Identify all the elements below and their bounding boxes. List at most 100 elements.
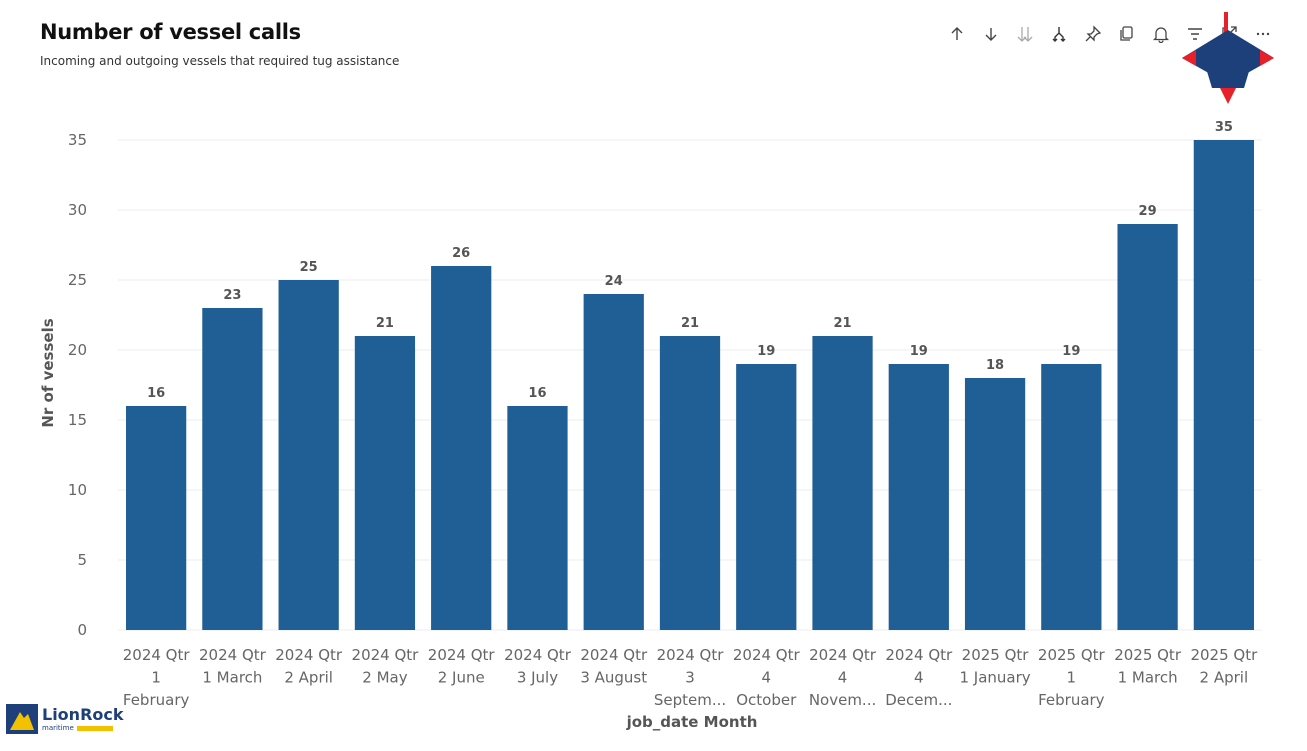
data-label: 35 <box>1215 120 1233 135</box>
data-label: 18 <box>986 358 1004 373</box>
x-tick-line: Decem... <box>885 691 952 709</box>
bell-icon[interactable] <box>1144 22 1178 46</box>
bar[interactable] <box>659 336 721 630</box>
logo-accent-bar <box>76 725 113 731</box>
data-label: 26 <box>452 246 470 261</box>
x-tick-line: 3 <box>685 669 695 687</box>
x-tick-label: 2025 Qtr 1 February <box>1038 646 1106 709</box>
data-label: 21 <box>681 316 699 331</box>
arrow-down-icon[interactable] <box>974 22 1008 46</box>
x-tick-label: 2024 Qtr 2 April <box>275 646 343 687</box>
x-tick-line: 2024 Qtr <box>275 646 343 664</box>
copy-icon[interactable] <box>1110 22 1144 46</box>
bar[interactable] <box>1117 224 1178 630</box>
data-label: 25 <box>300 260 318 275</box>
logo-name: LionRock <box>42 705 124 724</box>
bar[interactable] <box>507 406 568 630</box>
x-tick-line: Novem... <box>809 691 876 709</box>
x-axis-label: job_date Month <box>626 713 758 731</box>
x-tick-line: 1 January <box>959 669 1030 687</box>
bar[interactable] <box>812 336 873 630</box>
x-tick-line: 4 <box>761 669 771 687</box>
bar[interactable] <box>278 280 339 630</box>
bar[interactable] <box>202 308 263 630</box>
data-label: 19 <box>757 344 775 359</box>
bar[interactable] <box>431 266 492 630</box>
x-tick-line: Septem... <box>654 691 726 709</box>
x-tick-line: 2 May <box>362 669 407 687</box>
x-axis-ticks: 2024 Qtr 1 February 2024 Qtr 1 March 2024 Qtr… <box>123 646 1258 709</box>
lionrock-logo: LionRock maritime <box>6 704 124 734</box>
x-tick-line: 1 <box>151 669 161 687</box>
data-label: 29 <box>1139 204 1157 219</box>
x-tick-label: 2024 Qtr 3 August <box>580 646 648 687</box>
logo-sub: maritime <box>42 724 74 732</box>
x-tick-label: 2024 Qtr 2 June <box>428 646 496 687</box>
bar[interactable] <box>1041 364 1102 630</box>
x-tick-line: 2024 Qtr <box>809 646 877 664</box>
x-tick-line: 2 April <box>1200 669 1249 687</box>
bar[interactable] <box>964 378 1026 630</box>
x-tick-line: 2 April <box>284 669 333 687</box>
bar[interactable] <box>888 364 949 630</box>
x-tick-label: 2024 Qtr 4 October <box>733 646 801 709</box>
x-tick-line: 2024 Qtr <box>657 646 725 664</box>
chart-subtitle: Incoming and outgoing vessels that requi… <box>40 54 400 68</box>
x-tick-line: 2024 Qtr <box>885 646 953 664</box>
bar[interactable] <box>126 406 187 630</box>
filter-icon[interactable] <box>1178 22 1212 46</box>
bar[interactable] <box>1193 140 1254 630</box>
data-labels: 16 23 25 21 26 16 24 21 19 21 19 18 19 29 35 <box>147 120 1233 401</box>
bar[interactable] <box>583 294 644 630</box>
more-options-icon[interactable] <box>1246 22 1280 46</box>
x-tick-label: 2025 Qtr 1 March <box>1114 646 1182 687</box>
x-tick-line: 2025 Qtr <box>1190 646 1258 664</box>
data-label: 21 <box>376 316 394 331</box>
x-tick-line: 3 July <box>517 669 558 687</box>
x-tick-label: 2024 Qtr 4 Novem... <box>809 646 877 709</box>
x-tick-line: 1 March <box>202 669 262 687</box>
y-tick-label: 20 <box>68 341 87 359</box>
bar[interactable] <box>354 336 416 630</box>
y-tick-label: 0 <box>77 621 87 639</box>
x-tick-line: 2024 Qtr <box>733 646 801 664</box>
x-tick-line: 3 August <box>580 669 647 687</box>
x-tick-line: 2025 Qtr <box>962 646 1030 664</box>
data-label: 23 <box>223 288 241 303</box>
x-tick-line: February <box>1038 691 1105 709</box>
x-tick-line: 2025 Qtr <box>1038 646 1106 664</box>
y-tick-label: 5 <box>77 551 87 569</box>
y-tick-label: 10 <box>68 481 87 499</box>
arrow-up-icon[interactable] <box>940 22 974 46</box>
x-tick-line: 2024 Qtr <box>352 646 420 664</box>
double-arrow-down-icon[interactable] <box>1008 22 1042 46</box>
x-tick-line: October <box>736 691 797 709</box>
bars <box>126 140 1254 630</box>
y-axis-ticks: 0 5 10 15 20 25 30 35 <box>68 131 87 639</box>
data-label: 24 <box>605 274 623 289</box>
pin-icon[interactable] <box>1076 22 1110 46</box>
star-icon <box>1182 12 1274 104</box>
y-axis-label: Nr of vessels <box>39 318 57 427</box>
x-tick-line: 1 March <box>1118 669 1178 687</box>
x-tick-line: 2 June <box>438 669 485 687</box>
bar[interactable] <box>736 364 797 630</box>
lionrock-logo-icon <box>6 704 38 734</box>
drill-fork-icon[interactable] <box>1042 22 1076 46</box>
x-tick-label: 2025 Qtr 1 January <box>959 646 1030 687</box>
data-label: 19 <box>910 344 928 359</box>
x-tick-line: 2024 Qtr <box>504 646 572 664</box>
x-tick-line: February <box>123 691 190 709</box>
data-label: 19 <box>1062 344 1080 359</box>
data-label: 16 <box>147 386 165 401</box>
chart-title: Number of vessel calls <box>40 20 301 44</box>
x-tick-label: 2024 Qtr 4 Decem... <box>885 646 953 709</box>
data-label: 21 <box>833 316 851 331</box>
y-tick-label: 25 <box>68 271 87 289</box>
x-tick-line: 2024 Qtr <box>123 646 191 664</box>
x-tick-line: 2024 Qtr <box>580 646 648 664</box>
data-label: 16 <box>528 386 546 401</box>
y-tick-label: 30 <box>68 201 87 219</box>
x-tick-label: 2024 Qtr 3 July <box>504 646 572 687</box>
